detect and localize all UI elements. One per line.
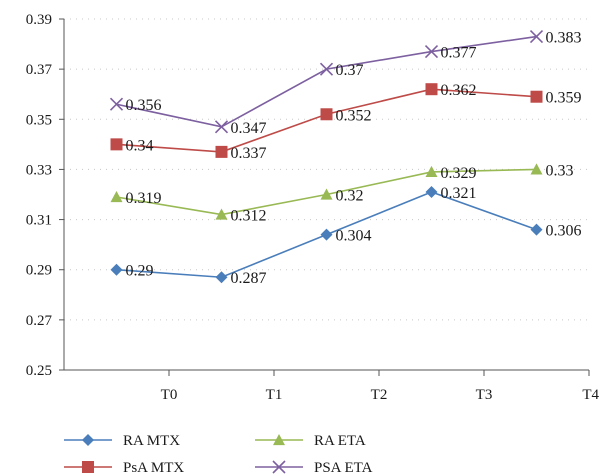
- x-tick-label: T2: [371, 387, 388, 403]
- data-point-diamond: [110, 263, 123, 276]
- data-point-square: [110, 138, 123, 151]
- y-tick-label: 0.27: [26, 313, 53, 329]
- data-label: 0.319: [126, 190, 162, 207]
- data-label: 0.356: [126, 97, 162, 114]
- data-label: 0.34: [126, 137, 154, 154]
- legend-item: RA ETA: [255, 433, 366, 449]
- legend-label: RA ETA: [314, 433, 366, 449]
- legend-label: PSA ETA: [314, 460, 373, 476]
- data-point-triangle: [215, 208, 228, 220]
- data-point-diamond: [530, 223, 543, 236]
- data-point-square: [215, 145, 228, 158]
- data-point-x: [424, 45, 439, 59]
- data-label: 0.377: [441, 45, 477, 62]
- data-point-x: [319, 62, 334, 76]
- data-point-square: [320, 108, 333, 121]
- data-point-triangle: [110, 191, 123, 203]
- data-point-triangle: [425, 165, 438, 178]
- data-label: 0.287: [231, 270, 267, 287]
- data-point-triangle: [320, 188, 333, 200]
- data-label: 0.383: [546, 30, 582, 47]
- data-label: 0.312: [231, 208, 267, 225]
- y-tick-label: 0.35: [26, 112, 52, 128]
- data-point-x-stroke: [272, 460, 286, 474]
- data-label: 0.329: [441, 165, 477, 182]
- y-tick-label: 0.39: [26, 12, 52, 28]
- legend-item: PSA ETA: [255, 460, 373, 476]
- y-tick-label: 0.37: [26, 62, 53, 78]
- series-lines: [109, 29, 544, 284]
- data-point-x: [109, 97, 124, 111]
- data-label: 0.347: [231, 120, 267, 137]
- x-tick-label: T3: [476, 387, 493, 403]
- legend-item: PsA MTX: [64, 460, 184, 476]
- data-label: 0.304: [336, 228, 372, 245]
- legend-label: PsA MTX: [123, 460, 184, 476]
- data-labels: 0.29 0.287 0.304 0.321 0.306 0.34 0.337 0.352 0.…: [126, 30, 582, 288]
- x-tick-label: T1: [266, 387, 283, 403]
- x-tick-label: T4: [582, 387, 599, 403]
- data-label: 0.352: [336, 107, 372, 124]
- y-tick-label: 0.25: [26, 363, 52, 379]
- data-point-x-stroke: [109, 97, 124, 111]
- data-point-x: [272, 460, 286, 474]
- axes: 0.25 0.27 0.29 0.31 0.33 0.35 0.37 0.39 T0 T1 T2 T3…: [26, 12, 600, 403]
- data-point-diamond: [82, 434, 94, 446]
- data-label: 0.362: [441, 82, 477, 99]
- y-tick-label: 0.29: [26, 263, 52, 279]
- data-point-x-stroke: [214, 120, 229, 134]
- data-point-diamond: [215, 271, 228, 284]
- data-point-x-stroke: [319, 62, 334, 76]
- data-label: 0.306: [546, 223, 582, 240]
- data-label: 0.33: [546, 162, 574, 179]
- data-label: 0.359: [546, 90, 582, 107]
- legend: RA MTX RA ETA PsA MTX PSA ETA: [64, 433, 373, 476]
- legend-label: RA MTX: [123, 433, 180, 449]
- data-label: 0.32: [336, 188, 364, 205]
- data-point-x-stroke: [529, 29, 544, 44]
- x-tick-label: T0: [161, 387, 178, 403]
- data-point-x: [214, 120, 229, 134]
- data-point-triangle: [273, 434, 285, 446]
- data-label: 0.337: [231, 145, 267, 162]
- data-point-diamond: [320, 228, 333, 241]
- data-point-x-stroke: [424, 45, 439, 59]
- data-label: 0.37: [336, 62, 364, 79]
- data-point-square: [425, 83, 438, 96]
- data-point-square: [82, 461, 94, 473]
- data-point-x: [529, 29, 544, 44]
- y-tick-label: 0.31: [26, 213, 52, 229]
- data-label: 0.29: [126, 263, 154, 280]
- data-label: 0.321: [441, 185, 477, 202]
- data-point-triangle: [530, 163, 543, 175]
- legend-item: RA MTX: [64, 433, 180, 449]
- data-point-square: [530, 90, 543, 103]
- data-point-diamond: [425, 185, 438, 198]
- y-tick-label: 0.33: [26, 162, 52, 178]
